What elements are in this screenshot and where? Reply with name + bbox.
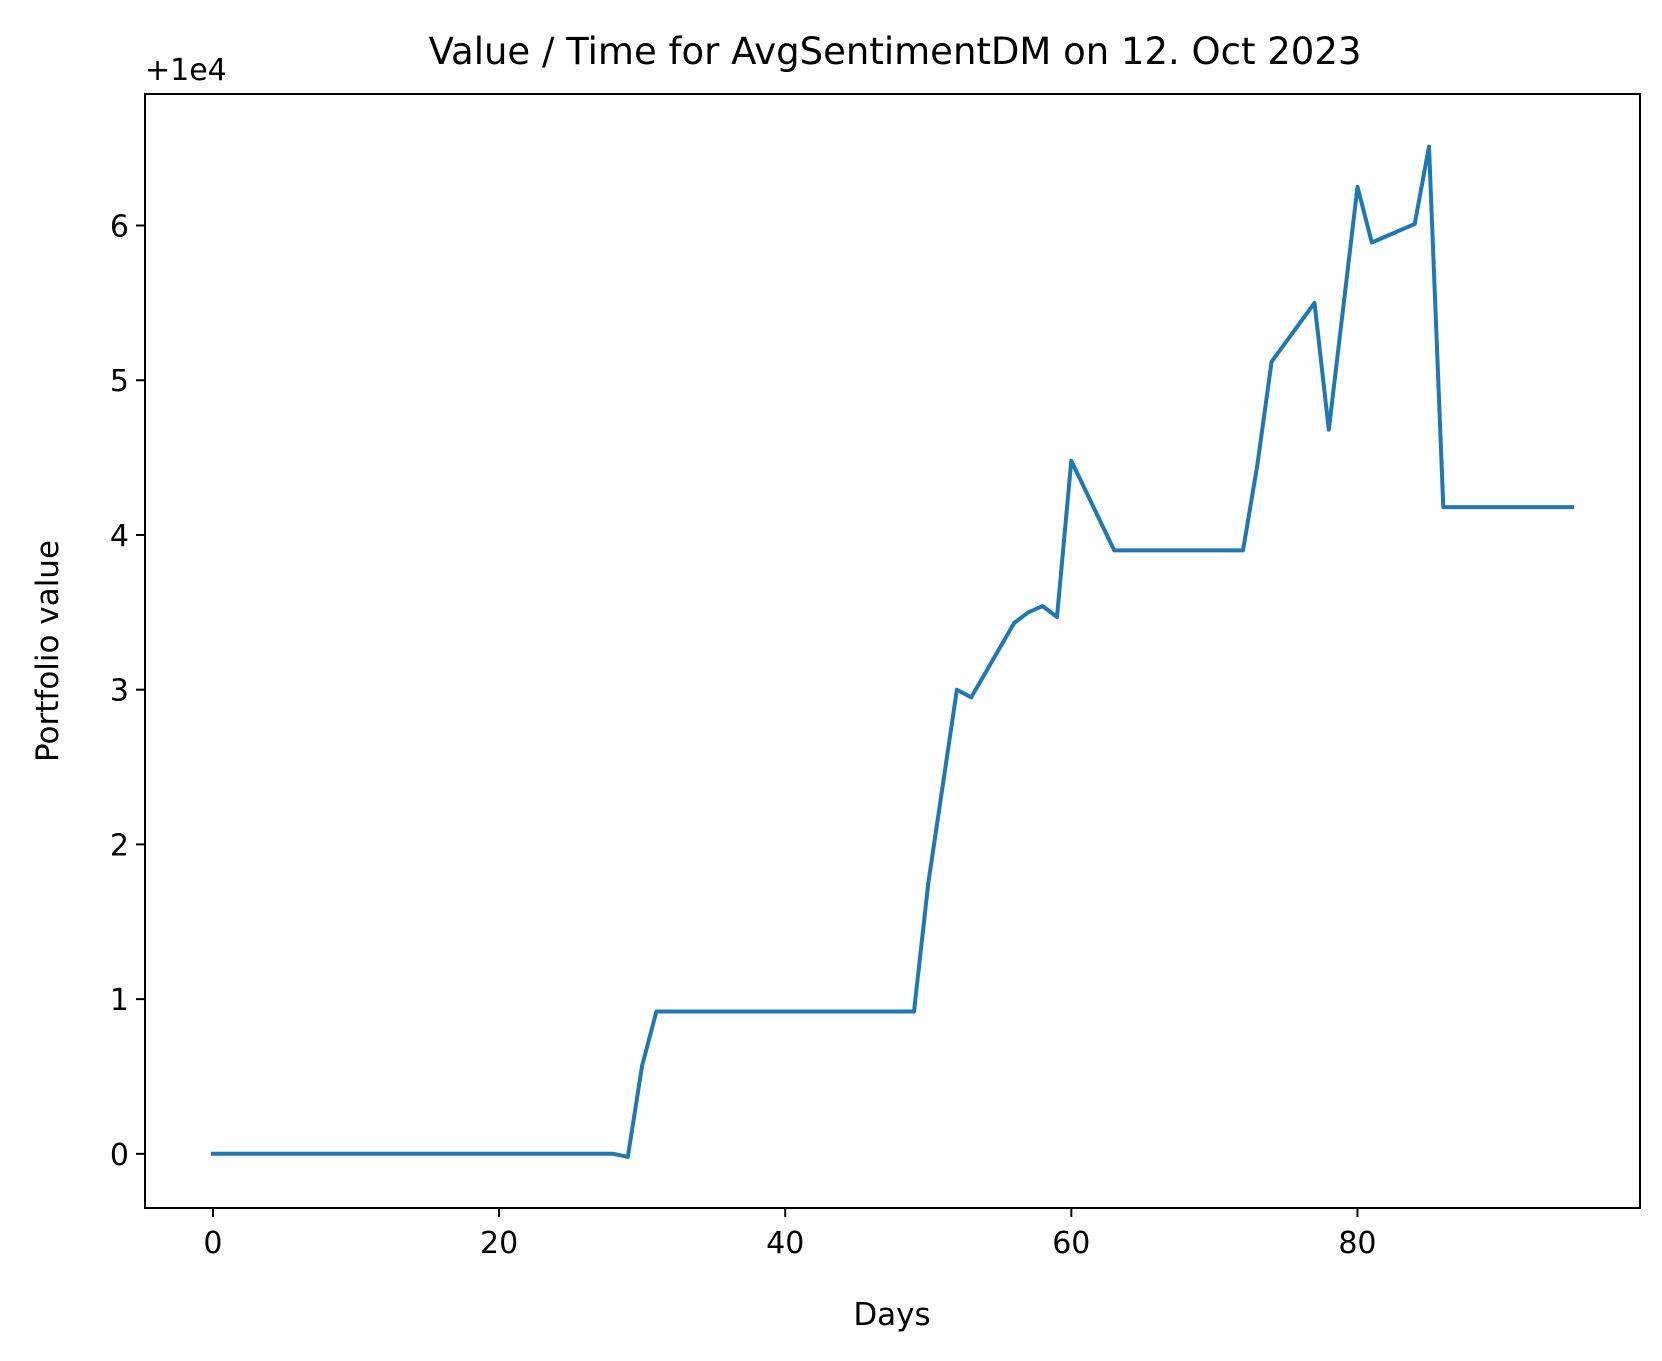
x-tick-label: 60 bbox=[1052, 1226, 1090, 1261]
y-offset-label: +1e4 bbox=[145, 53, 227, 88]
y-tick-label: 2 bbox=[110, 828, 129, 863]
y-tick-label: 1 bbox=[110, 983, 129, 1018]
y-tick-label: 5 bbox=[110, 364, 129, 399]
y-axis-ticks: 0 1 2 3 4 5 6 bbox=[110, 210, 145, 1173]
series-line bbox=[211, 144, 1574, 1159]
x-tick-label: 80 bbox=[1338, 1226, 1376, 1261]
y-axis-label: Portfolio value bbox=[30, 540, 66, 762]
y-tick-label: 3 bbox=[110, 674, 129, 709]
chart-title: Value / Time for AvgSentimentDM on 12. O… bbox=[429, 30, 1362, 73]
y-tick-label: 4 bbox=[110, 519, 129, 554]
x-axis-ticks: 0 20 40 60 80 bbox=[203, 1208, 1377, 1261]
x-axis-label: Days bbox=[853, 1297, 930, 1333]
x-tick-label: 40 bbox=[766, 1226, 804, 1261]
y-tick-label: 0 bbox=[110, 1138, 129, 1173]
x-tick-label: 20 bbox=[480, 1226, 518, 1261]
x-tick-label: 0 bbox=[203, 1226, 222, 1261]
plot-area-frame bbox=[144, 93, 1641, 1209]
y-tick-label: 6 bbox=[110, 210, 129, 245]
